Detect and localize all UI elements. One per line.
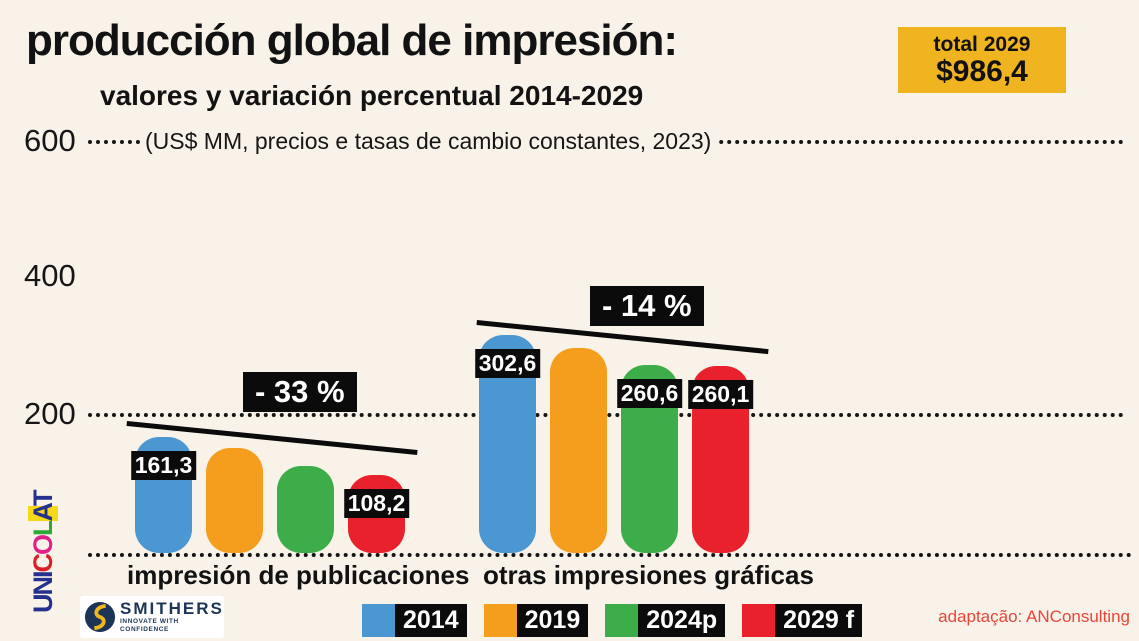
bar-group-otras: 302,6 260,6 260,1	[474, 313, 754, 553]
value-label-260-1: 260,1	[687, 380, 754, 409]
pct-change-otras: - 14 %	[590, 286, 704, 326]
page-subtitle: valores y variación percentual 2014-2029	[100, 80, 644, 111]
legend-label-2014: 2014	[395, 604, 467, 637]
unicolat-letter-n: N	[28, 578, 58, 596]
unicolat-letter-a: A	[28, 505, 58, 522]
unicolat-letter-t: T	[28, 491, 58, 506]
bar-2019-group0	[206, 448, 263, 553]
bar-2029f-group1: 260,1	[687, 366, 754, 553]
bar-2024p-group1: 260,6	[616, 365, 683, 553]
bar-2014-group0: 161,3	[130, 437, 197, 553]
value-label-161-3: 161,3	[130, 451, 197, 480]
pct-change-publicaciones: - 33 %	[243, 372, 357, 412]
y-tick-400: 400	[24, 258, 76, 293]
unicolat-letter-o: O	[28, 535, 58, 555]
value-label-302-6: 302,6	[474, 349, 541, 378]
legend-label-2029f: 2029 f	[775, 604, 863, 637]
smithers-swirl-icon	[84, 601, 116, 633]
adaptation-credit: adaptação: ANConsulting	[938, 607, 1130, 626]
y-tick-200: 200	[24, 396, 76, 431]
legend-label-2024p: 2024p	[638, 604, 726, 637]
category-label-publicaciones: impresión de publicaciones	[127, 560, 470, 590]
bar-group-publicaciones: 161,3 108,2	[130, 313, 410, 553]
legend-swatch-2019	[483, 604, 517, 637]
legend-item-2019: 2019	[483, 604, 589, 637]
total-badge-label: total 2029	[933, 32, 1031, 56]
y-tick-600: 600	[24, 123, 76, 158]
legend-item-2014: 2014	[362, 604, 467, 637]
smithers-logo: SMITHERS INNOVATE WITH CONFIDENCE	[80, 596, 224, 638]
unicolat-letter-c: C	[28, 554, 58, 573]
legend-swatch-2029f	[742, 604, 776, 637]
value-label-108-2: 108,2	[343, 489, 410, 518]
smithers-tagline: INNOVATE WITH CONFIDENCE	[120, 618, 179, 633]
legend-swatch-2024p	[605, 604, 639, 637]
bar-2019-group1	[550, 348, 607, 553]
value-label-260-6: 260,6	[616, 379, 683, 408]
page-title: producción global de impresión:	[26, 16, 678, 65]
bar-2029f-group0: 108,2	[343, 475, 410, 553]
legend-swatch-2014	[362, 604, 395, 637]
unicolat-letter-i: I	[28, 572, 58, 578]
smithers-wordmark: SMITHERS	[120, 599, 224, 618]
total-badge-value: $986,4	[936, 54, 1028, 88]
unicolat-letter-l: L	[28, 521, 58, 536]
gridline-baseline	[88, 553, 1132, 557]
legend-item-2029f: 2029 f	[742, 604, 863, 637]
bar-2014-group1: 302,6	[474, 335, 541, 553]
bar-2024p-group0	[277, 466, 334, 553]
unicolat-letter-u: U	[28, 595, 58, 614]
legend-item-2024p: 2024p	[605, 604, 726, 637]
unicolat-logo: UNICOLAT	[28, 491, 59, 613]
category-label-otras: otras impresiones gráficas	[483, 560, 814, 590]
legend-label-2019: 2019	[516, 604, 589, 637]
total-2029-badge: total 2029 $986,4	[898, 27, 1066, 93]
unit-note: (US$ MM, precios e tasas de cambio const…	[140, 128, 717, 155]
legend: 2014 2019 2024p 2029 f	[362, 604, 863, 637]
